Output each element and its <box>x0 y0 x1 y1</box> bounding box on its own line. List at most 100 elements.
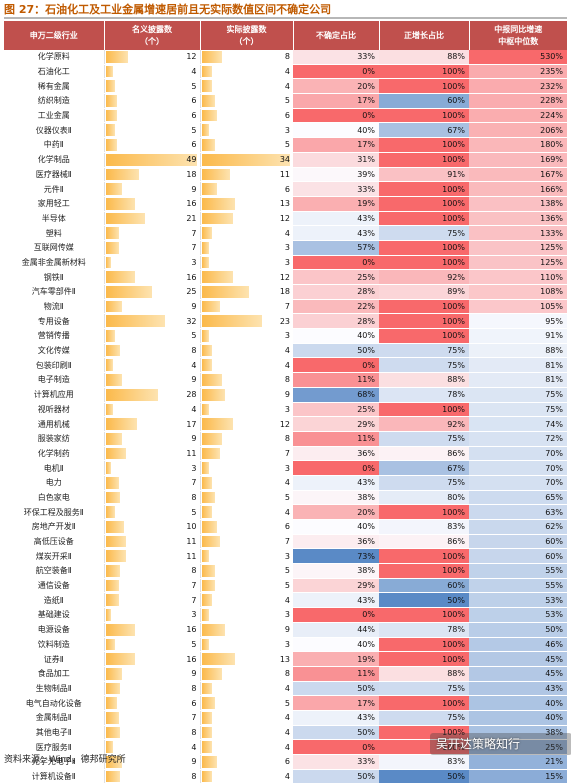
nominal-count: 6 <box>191 96 197 106</box>
nominal-count-cell: 8 <box>103 343 200 359</box>
median-growth: 70% <box>469 460 567 476</box>
table-row: 仪器仪表Ⅱ 5 3 40% 67% 206% <box>4 122 567 139</box>
median-growth: 91% <box>469 328 567 344</box>
nominal-count-cell: 5 <box>103 122 200 139</box>
nominal-count-cell: 8 <box>103 769 200 784</box>
nominal-count: 9 <box>191 669 197 679</box>
actual-count-cell: 8 <box>199 50 293 65</box>
table-row: 高低压设备 11 7 36% 86% 60% <box>4 534 567 550</box>
actual-count-bar <box>201 565 215 577</box>
actual-count-cell: 18 <box>199 284 293 300</box>
data-table: 申万二级行业 名义披露数 （个） 实际披露数 （个） 不确定占比 正增长占比 中报同… <box>4 21 567 784</box>
industry-name: 工业金属 <box>4 108 104 124</box>
table-row: 煤炭开采Ⅱ 11 3 73% 100% 60% <box>4 548 567 565</box>
nominal-count-bar <box>105 506 115 518</box>
table-row: 包装印刷Ⅱ 4 4 0% 75% 81% <box>4 357 567 374</box>
nominal-count-cell: 8 <box>103 563 200 579</box>
actual-count: 6 <box>284 184 290 194</box>
uncertain-ratio: 22% <box>293 299 379 315</box>
actual-count: 3 <box>284 243 290 253</box>
actual-count-cell: 34 <box>199 152 293 168</box>
nominal-count-bar <box>105 359 113 372</box>
positive-ratio: 67% <box>379 460 469 476</box>
nominal-count: 28 <box>186 390 197 400</box>
nominal-count: 6 <box>191 140 197 150</box>
median-growth: 65% <box>469 490 567 506</box>
uncertain-ratio: 17% <box>293 137 379 153</box>
industry-name: 塑料 <box>4 225 104 241</box>
nominal-count-bar <box>105 550 126 563</box>
industry-name: 基础建设 <box>4 607 104 623</box>
actual-count-bar <box>201 65 212 78</box>
nominal-count: 4 <box>191 742 197 752</box>
header-positive: 正增长占比 <box>379 21 470 50</box>
median-growth: 235% <box>469 64 567 80</box>
nominal-count-bar <box>105 697 117 709</box>
positive-ratio: 100% <box>379 211 469 227</box>
uncertain-ratio: 0% <box>293 255 379 271</box>
industry-name: 稀有金属 <box>4 78 104 95</box>
nominal-count-bar <box>105 462 112 474</box>
nominal-count-bar <box>105 491 121 504</box>
actual-count-cell: 6 <box>199 754 293 770</box>
actual-count-cell: 4 <box>199 681 293 697</box>
positive-ratio: 78% <box>379 387 469 403</box>
uncertain-ratio: 40% <box>293 122 379 139</box>
actual-count: 4 <box>284 67 290 77</box>
table-row: 稀有金属 5 4 20% 100% 232% <box>4 78 567 95</box>
table-row: 钢铁Ⅱ 16 12 25% 92% 110% <box>4 269 567 285</box>
actual-count-bar <box>201 388 225 401</box>
nominal-count-cell: 6 <box>103 108 200 124</box>
table-row: 航空装备Ⅱ 8 5 38% 100% 55% <box>4 563 567 579</box>
uncertain-ratio: 38% <box>293 563 379 579</box>
uncertain-ratio: 43% <box>293 475 379 491</box>
nominal-count: 9 <box>191 184 197 194</box>
positive-ratio: 100% <box>379 328 469 344</box>
positive-ratio: 75% <box>379 681 469 697</box>
uncertain-ratio: 33% <box>293 50 379 65</box>
industry-name: 电气自动化设备 <box>4 695 104 711</box>
uncertain-ratio: 36% <box>293 446 379 462</box>
industry-name: 文化传媒 <box>4 343 104 359</box>
nominal-count: 5 <box>191 125 197 135</box>
industry-name: 中药Ⅱ <box>4 137 104 153</box>
nominal-count-cell: 4 <box>103 357 200 374</box>
table-row: 电机Ⅱ 3 3 0% 67% 70% <box>4 460 567 476</box>
actual-count: 5 <box>284 581 290 591</box>
table-row: 金属制品Ⅱ 7 4 43% 75% 40% <box>4 710 567 726</box>
actual-count-bar <box>201 183 218 195</box>
nominal-count-cell: 11 <box>103 534 200 550</box>
table-row: 服装家纺 9 8 11% 75% 72% <box>4 431 567 447</box>
nominal-count: 16 <box>186 625 197 635</box>
nominal-count: 5 <box>191 331 197 341</box>
nominal-count: 9 <box>191 757 197 767</box>
actual-count-cell: 4 <box>199 710 293 726</box>
actual-count-cell: 7 <box>199 534 293 550</box>
table-row: 医疗器械Ⅱ 18 11 39% 91% 167% <box>4 167 567 183</box>
table-row: 纺织制造 6 5 17% 60% 228% <box>4 93 567 109</box>
positive-ratio: 75% <box>379 710 469 726</box>
table-row: 化学原料 12 8 33% 88% 530% <box>4 50 567 65</box>
actual-count-bar <box>201 432 223 445</box>
industry-name: 医疗服务Ⅱ <box>4 739 104 755</box>
actual-count-bar <box>201 51 223 63</box>
industry-name: 包装印刷Ⅱ <box>4 357 104 374</box>
nominal-count: 8 <box>191 492 197 502</box>
uncertain-ratio: 39% <box>293 167 379 183</box>
median-growth: 224% <box>469 108 567 124</box>
actual-count: 5 <box>284 492 290 502</box>
nominal-count-bar <box>105 183 123 195</box>
industry-name: 航空装备Ⅱ <box>4 563 104 579</box>
nominal-count-cell: 21 <box>103 211 200 227</box>
actual-count: 3 <box>284 463 290 473</box>
positive-ratio: 92% <box>379 416 469 432</box>
actual-count: 8 <box>284 375 290 385</box>
median-growth: 60% <box>469 548 567 565</box>
positive-ratio: 75% <box>379 343 469 359</box>
table-row: 房地产开发Ⅱ 10 6 40% 83% 62% <box>4 519 567 535</box>
table-row: 工业金属 6 6 0% 100% 224% <box>4 108 567 124</box>
median-growth: 136% <box>469 211 567 227</box>
industry-name: 金属制品Ⅱ <box>4 710 104 726</box>
nominal-count-bar <box>105 432 123 445</box>
nominal-count-cell: 4 <box>103 739 200 755</box>
